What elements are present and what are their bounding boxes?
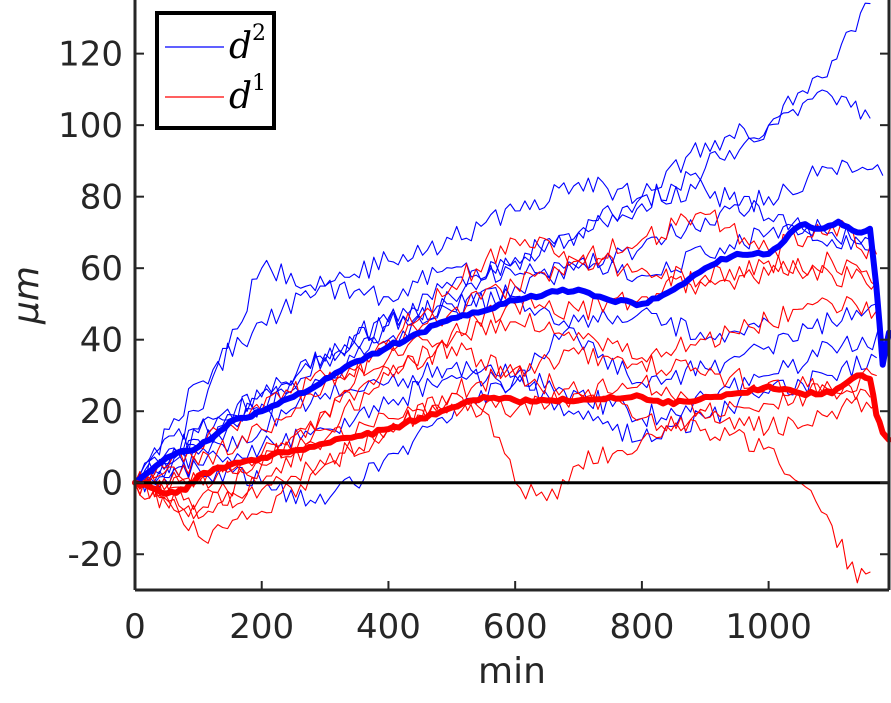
series-line-d1-cell-1 [134,209,877,486]
series-line-d2-cell-2 [134,89,871,486]
x-tick-label: 0 [124,607,146,647]
legend-sup-d2: 2 [252,21,266,46]
y-tick-label: 60 [80,249,123,289]
x-tick-label: 800 [609,607,674,647]
axes [133,0,891,592]
series-line-d2-cell-8 [134,353,877,488]
x-tick-label: 200 [229,607,294,647]
legend-label-d2: d [229,26,252,67]
x-tick-label: 600 [483,607,548,647]
y-tick-label: 0 [101,464,123,504]
series-line-d2-cell-7 [134,330,884,485]
x-tick-label: 1000 [725,607,812,647]
series-line-d2-cell-5 [134,223,871,484]
legend-sup-d1: 1 [252,71,266,96]
y-tick-label: 120 [58,35,123,75]
series-line-d2-mean [132,218,891,486]
legend-label-d1: d [229,76,252,117]
y-tick-label: 100 [58,106,123,146]
legend-box [155,11,276,130]
x-tick-label: 400 [356,607,421,647]
series-line-d2-cell-9 [134,307,770,507]
y-tick-label: 40 [80,321,123,361]
series-line-d1-cell-6 [134,367,877,510]
series-layer [132,2,891,584]
y-tick-label: 80 [80,178,123,218]
legend: d 2 d 1 [155,11,276,130]
series-line-d1-mean [132,372,891,497]
series-line-d2-cell-4 [134,176,871,484]
y-axis-label: μm [6,266,47,325]
series-line-d2-cell-6 [134,288,877,484]
series-line-d1-cell-4 [134,346,871,544]
series-line-d1-cell-7 [134,339,871,584]
x-axis-label: min [478,651,546,692]
y-tick-label: 20 [80,392,123,432]
y-tick-label: -20 [67,535,123,575]
series-line-d1-cell-8 [134,255,877,484]
